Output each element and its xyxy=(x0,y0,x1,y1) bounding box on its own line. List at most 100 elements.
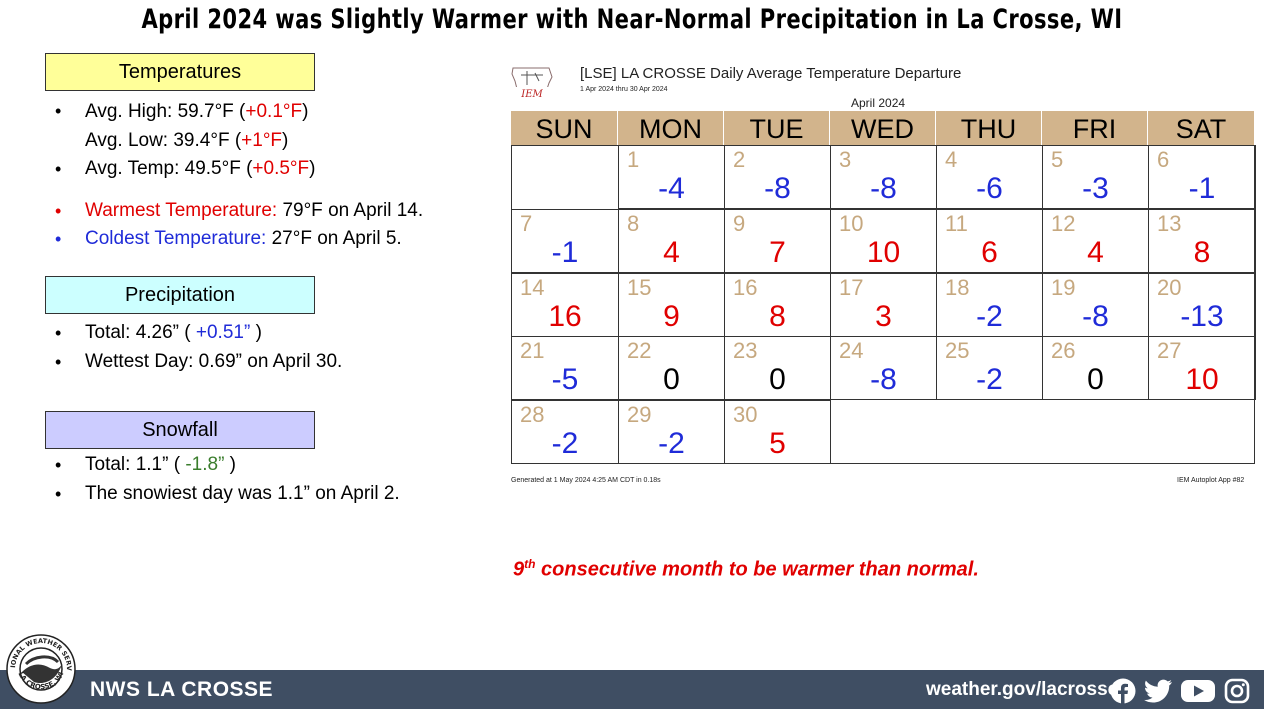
calendar-day-cell: 23 0 xyxy=(724,336,831,400)
day-number: 12 xyxy=(1051,211,1076,236)
day-number: 18 xyxy=(945,275,970,300)
iem-logo: IEM xyxy=(511,67,553,99)
calendar-day-cell: 21 -5 xyxy=(511,336,619,400)
temperature-departure: 8 xyxy=(769,300,786,333)
calendar-day-cell: 6 -1 xyxy=(1148,145,1256,209)
temperature-departure: 0 xyxy=(663,363,680,396)
wettest-day: Wettest Day: 0.69” on April 30. xyxy=(85,351,343,372)
temperature-departure: 16 xyxy=(548,300,582,333)
day-number: 15 xyxy=(627,275,652,300)
precip-total: Total: 4.26” ( +0.51” ) xyxy=(85,322,262,343)
avg-temp: Avg. Temp: 49.5°F (+0.5°F) xyxy=(85,158,316,179)
page-title: April 2024 was Slightly Warmer with Near… xyxy=(141,4,1123,35)
day-number: 9 xyxy=(733,211,746,236)
calendar-day-cell: 3 -8 xyxy=(830,145,937,209)
day-number: 7 xyxy=(520,211,533,236)
youtube-icon[interactable] xyxy=(1180,678,1216,704)
calendar-day-cell: 19 -8 xyxy=(1042,273,1149,337)
day-number: 10 xyxy=(839,211,864,236)
snowiest-day: The snowiest day was 1.1” on April 2. xyxy=(85,483,400,504)
calendar-day-cell: 10 10 xyxy=(830,209,937,273)
twitter-icon[interactable] xyxy=(1143,678,1173,704)
svg-text:IEM: IEM xyxy=(520,89,543,99)
weekday-header-thu: THU xyxy=(936,111,1042,146)
day-number: 2 xyxy=(733,147,746,172)
avg-high: Avg. High: 59.7°F (+0.1°F) xyxy=(85,101,309,122)
temperature-departure: 9 xyxy=(663,300,680,333)
day-number: 8 xyxy=(627,211,640,236)
calendar-day-cell: 28 -2 xyxy=(511,400,619,464)
bullet: • xyxy=(55,323,62,343)
temperature-departure: 4 xyxy=(1087,236,1104,269)
instagram-icon[interactable] xyxy=(1224,678,1250,704)
calendar-day-cell: 4 -6 xyxy=(936,145,1043,209)
day-number: 21 xyxy=(520,338,545,363)
calendar-subtitle: 1 Apr 2024 thru 30 Apr 2024 xyxy=(580,86,668,93)
calendar-day-cell: 1 -4 xyxy=(618,145,725,209)
calendar-day-cell: 22 0 xyxy=(618,336,725,400)
temperature-departure: -3 xyxy=(1082,172,1109,205)
temperature-departure: 10 xyxy=(866,236,901,269)
temperature-departure: -6 xyxy=(976,172,1003,205)
bullet: • xyxy=(55,484,62,504)
footer-bar xyxy=(0,670,1264,709)
weekday-header-sun: SUN xyxy=(511,111,618,146)
day-number: 24 xyxy=(839,338,864,363)
calendar-day-cell: 26 0 xyxy=(1042,336,1149,400)
day-number: 11 xyxy=(945,211,968,236)
day-number: 22 xyxy=(627,338,652,363)
calendar-day-cell: 16 8 xyxy=(724,273,831,337)
temperature-departure: -1 xyxy=(551,236,579,269)
temperature-departure: 7 xyxy=(769,236,786,269)
bullet: • xyxy=(55,159,62,179)
temperature-departure: 0 xyxy=(1087,363,1104,396)
temperature-departure: 6 xyxy=(981,236,998,269)
temperature-departure: 4 xyxy=(663,236,680,269)
calendar-day-cell: 17 3 xyxy=(830,273,937,337)
day-number: 14 xyxy=(520,275,545,300)
temperature-departure: -8 xyxy=(764,172,791,205)
calendar-day-cell: 7 -1 xyxy=(511,209,619,273)
day-number: 28 xyxy=(520,402,545,427)
warmest-temperature: Warmest Temperature: 79°F on April 14. xyxy=(85,200,424,221)
temperature-departure: 10 xyxy=(1185,363,1219,396)
temperature-departure: -5 xyxy=(551,363,579,396)
calendar-day-cell: 5 -3 xyxy=(1042,145,1149,209)
calendar-day-cell: 25 -2 xyxy=(936,336,1043,400)
calendar-day-cell: 29 -2 xyxy=(618,400,725,464)
website-link[interactable]: weather.gov/lacrosse xyxy=(926,679,1119,700)
day-number: 26 xyxy=(1051,338,1076,363)
temperature-departure: -8 xyxy=(870,363,897,396)
temperature-departure: -4 xyxy=(658,172,685,205)
day-number: 19 xyxy=(1051,275,1076,300)
day-number: 6 xyxy=(1157,147,1170,172)
weekday-header-fri: FRI xyxy=(1042,111,1148,146)
facebook-icon[interactable] xyxy=(1110,678,1136,704)
temperature-departure: 5 xyxy=(769,427,786,460)
temperature-departure: -1 xyxy=(1188,172,1216,205)
calendar-day-cell: 13 8 xyxy=(1148,209,1256,273)
nws-seal-logo: NATIONAL WEATHER SERVICE LA CROSSE, WI xyxy=(6,634,76,704)
day-number: 25 xyxy=(945,338,970,363)
weekday-header-wed: WED xyxy=(830,111,936,146)
calendar-day-cell: 24 -8 xyxy=(830,336,937,400)
calendar-day-cell: 2 -8 xyxy=(724,145,831,209)
bullet: • xyxy=(55,101,62,121)
day-number: 30 xyxy=(733,402,758,427)
precipitation-header: Precipitation xyxy=(45,276,315,314)
day-number: 4 xyxy=(945,147,958,172)
calendar-day-cell: 15 9 xyxy=(618,273,725,337)
temperature-departure: 8 xyxy=(1193,236,1211,269)
temperatures-header: Temperatures xyxy=(45,53,315,91)
autoplot-label: IEM Autoplot App #82 xyxy=(1177,477,1245,484)
weekday-header-tue: TUE xyxy=(724,111,830,146)
calendar-day-cell: 27 10 xyxy=(1148,336,1256,400)
temperature-departure: -13 xyxy=(1180,300,1224,333)
calendar-day-cell: 14 16 xyxy=(511,273,619,337)
calendar-day-cell: 30 5 xyxy=(724,400,831,464)
calendar-day-cell: 20 -13 xyxy=(1148,273,1256,337)
weekday-header-mon: MON xyxy=(618,111,724,146)
avg-low: Avg. Low: 39.4°F (+1°F) xyxy=(85,130,289,151)
